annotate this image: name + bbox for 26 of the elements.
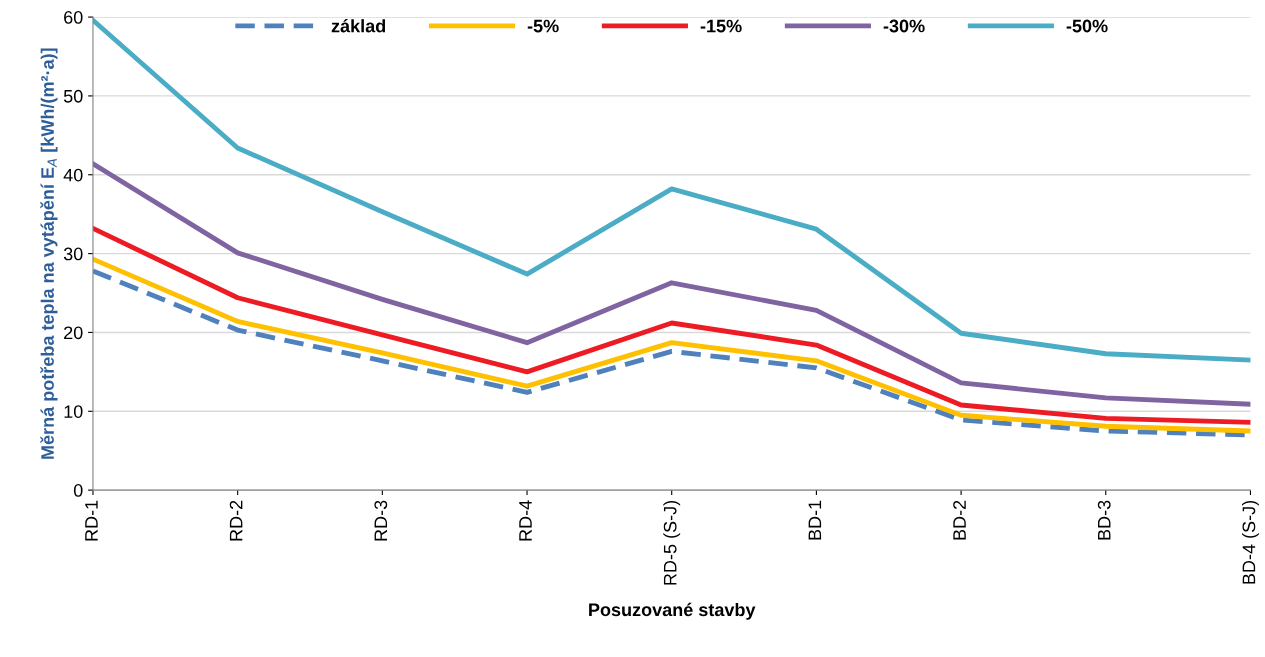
legend-label: -5% [527,19,559,33]
y-tick-label: 20 [64,326,83,340]
y-tick-label: 0 [73,484,83,497]
x-axis-title: Posuzované stavby [589,602,756,620]
y-tick-label: 60 [64,11,83,24]
y-axis-title: Měrná potřeba tepla na vytápění E$_{A}$ [kWh/(m²·a)] [40,48,58,459]
x-tick-label: RD-5 (S-J) [663,500,681,585]
x-tick-label: RD-2 [229,500,243,541]
y-tick-label: 40 [63,168,83,182]
legend-label: -15% [700,19,742,33]
x-tick-label: BD-4 (S-J) [1242,500,1259,584]
y-tick-label: 30 [63,247,83,261]
line-series [92,17,1251,363]
legend-label: -30% [883,19,925,33]
y-tick-label: 50 [63,89,83,103]
y-tick-label: 10 [64,405,83,418]
x-tick-label: BD-2 [953,500,966,540]
x-tick-label: BD-3 [1097,500,1111,540]
x-tick-label: BD-1 [808,500,822,540]
line-series [92,161,1251,407]
legend-label: -50% [1066,19,1108,33]
x-tick-label: RD-1 [85,500,98,541]
x-tick-label: RD-3 [374,500,388,541]
x-tick-label: RD-4 [519,500,532,541]
line-series [92,225,1251,425]
legend-label: základ [331,18,386,33]
